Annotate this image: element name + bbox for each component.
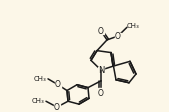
Text: O: O <box>55 80 61 89</box>
Text: O: O <box>115 31 121 41</box>
Bar <box>98 88 104 95</box>
Bar <box>55 82 61 88</box>
Bar <box>54 104 60 110</box>
Text: N: N <box>98 66 104 75</box>
Text: CH₃: CH₃ <box>34 76 46 82</box>
Text: O: O <box>54 103 60 112</box>
Bar <box>115 33 121 39</box>
Bar <box>98 28 104 34</box>
Text: O: O <box>98 89 104 98</box>
Text: O: O <box>98 27 104 36</box>
Text: CH₃: CH₃ <box>127 23 139 29</box>
Bar <box>98 67 104 73</box>
Text: CH₃: CH₃ <box>32 98 44 104</box>
